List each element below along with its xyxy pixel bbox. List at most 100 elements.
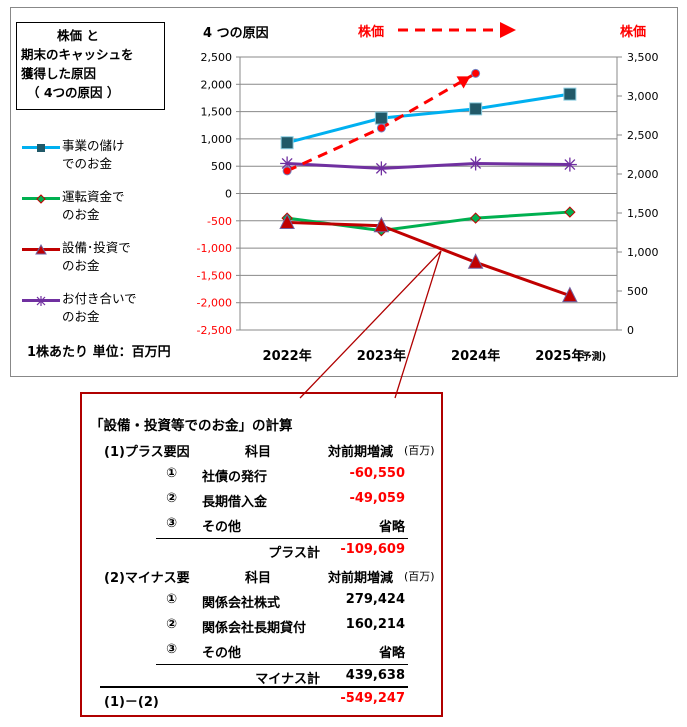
- series-line: [287, 220, 571, 298]
- title-line: 期末のキャッシュを: [21, 47, 134, 62]
- left-tick-label: 500: [211, 160, 232, 173]
- marker-stroke: [375, 162, 387, 174]
- row-value: -60,550: [349, 466, 405, 481]
- left-tick-label: -2,000: [197, 297, 232, 310]
- row-item: 長期借入金: [202, 495, 268, 510]
- row-number: ①: [166, 466, 178, 481]
- column-header: 科目: [245, 445, 272, 460]
- data-point: [374, 161, 389, 176]
- legend-marker: [36, 296, 46, 306]
- row-number: ②: [166, 491, 178, 506]
- data-point: [376, 123, 386, 133]
- legend-label: 設備･投資で のお金: [62, 240, 131, 273]
- section-heading: (1)プラス要因: [104, 445, 190, 460]
- data-point: [282, 166, 292, 176]
- callout-title: 「設備・投資等でのお金」の計算: [90, 418, 293, 434]
- callout-pointer: [299, 250, 442, 399]
- row-number: ②: [166, 617, 178, 632]
- column-header: 対前期増減: [328, 445, 394, 460]
- data-point: [279, 213, 295, 229]
- total-label: プラス計: [268, 546, 320, 561]
- right-tick-label: 3,500: [627, 51, 659, 64]
- right-tick-label: 0: [627, 324, 634, 337]
- title-line: 獲得した原因: [21, 66, 97, 81]
- marker-stroke: [281, 158, 293, 169]
- data-point: [471, 68, 481, 78]
- callout-box: [80, 392, 443, 717]
- right-tick-label: 3,000: [627, 90, 659, 103]
- category-label: 2024年: [451, 348, 500, 364]
- left-tick-label: 1,000: [201, 133, 233, 146]
- right-tick-label: 2,000: [627, 168, 659, 181]
- marker-stroke: [564, 159, 576, 171]
- series-line: [286, 92, 571, 145]
- row-value: -49,059: [349, 491, 405, 506]
- divider: [156, 538, 408, 539]
- data-point: [562, 286, 578, 303]
- category-suffix: (予測): [577, 350, 606, 363]
- left-tick-label: 0: [225, 188, 232, 201]
- series-line: [287, 161, 570, 170]
- right-tick-label: 1,500: [627, 207, 659, 220]
- row-value: 省略: [378, 646, 405, 661]
- legend-marker: [37, 144, 45, 152]
- difference-value: -549,247: [340, 691, 405, 706]
- legend-label: お付き合いで のお金: [62, 291, 137, 324]
- marker-stroke: [470, 158, 482, 169]
- row-item: その他: [202, 646, 242, 661]
- left-tick-label: 2,500: [201, 51, 233, 64]
- row-number: ①: [166, 592, 178, 607]
- data-point: [467, 253, 484, 269]
- category-label: 2022年: [263, 348, 312, 364]
- right-tick-label: 2,500: [627, 129, 659, 142]
- section-heading: (2)マイナス要: [104, 571, 190, 586]
- legend-marker: [36, 194, 46, 204]
- difference-label: (1)－(2): [104, 695, 159, 710]
- marker-stroke: [36, 296, 46, 306]
- stock-label: 株価: [358, 25, 385, 40]
- left-tick-label: 2,000: [201, 78, 233, 91]
- data-point: [563, 87, 577, 101]
- column-header: 科目: [245, 571, 272, 586]
- chart-header: 4 つの原因: [203, 26, 269, 41]
- left-tick-label: -1,500: [197, 269, 232, 282]
- stock-label-right: 株価: [620, 25, 647, 40]
- row-item: 関係会社長期貸付: [202, 621, 307, 636]
- data-point: [469, 102, 483, 116]
- title-line: （ 4つの原因 ）: [27, 85, 120, 100]
- total-label: マイナス計: [255, 672, 320, 687]
- data-point: [373, 216, 390, 233]
- divider: [156, 664, 408, 665]
- data-point: [468, 156, 483, 171]
- category-label: 2025年: [535, 348, 584, 364]
- data-point: [469, 212, 482, 224]
- title-line: 株価 と: [57, 28, 99, 43]
- data-point: [564, 206, 576, 218]
- callout-pointer: [394, 250, 442, 399]
- unit-note: 1株あたり 単位：百万円: [27, 345, 171, 360]
- row-number: ③: [166, 642, 178, 657]
- title-box: 株価 と 期末のキャッシュを 獲得した原因 （ 4つの原因 ）: [16, 22, 165, 110]
- total-value: -109,609: [340, 542, 405, 557]
- chart-frame: [10, 7, 678, 377]
- category-label: 2023年: [357, 348, 406, 364]
- row-value: 160,214: [345, 617, 405, 632]
- left-tick-label: -500: [207, 215, 232, 228]
- row-number: ③: [166, 516, 178, 531]
- arrow-icon: [500, 22, 516, 38]
- column-unit: (百万): [404, 444, 435, 457]
- column-header: 対前期増減: [328, 571, 394, 586]
- legend-label: 運転資金で のお金: [62, 189, 125, 222]
- data-point: [562, 157, 577, 172]
- row-item: その他: [202, 520, 242, 535]
- row-value: 省略: [378, 520, 405, 535]
- left-tick-label: -1,000: [197, 242, 232, 255]
- row-item: 関係会社株式: [202, 596, 281, 611]
- series-line: [286, 210, 570, 233]
- total-value: 439,638: [345, 668, 405, 683]
- legend-label: 事業の儲け でのお金: [62, 138, 125, 171]
- right-tick-label: 500: [627, 285, 648, 298]
- left-tick-label: 1,500: [201, 106, 233, 119]
- data-point: [374, 111, 388, 125]
